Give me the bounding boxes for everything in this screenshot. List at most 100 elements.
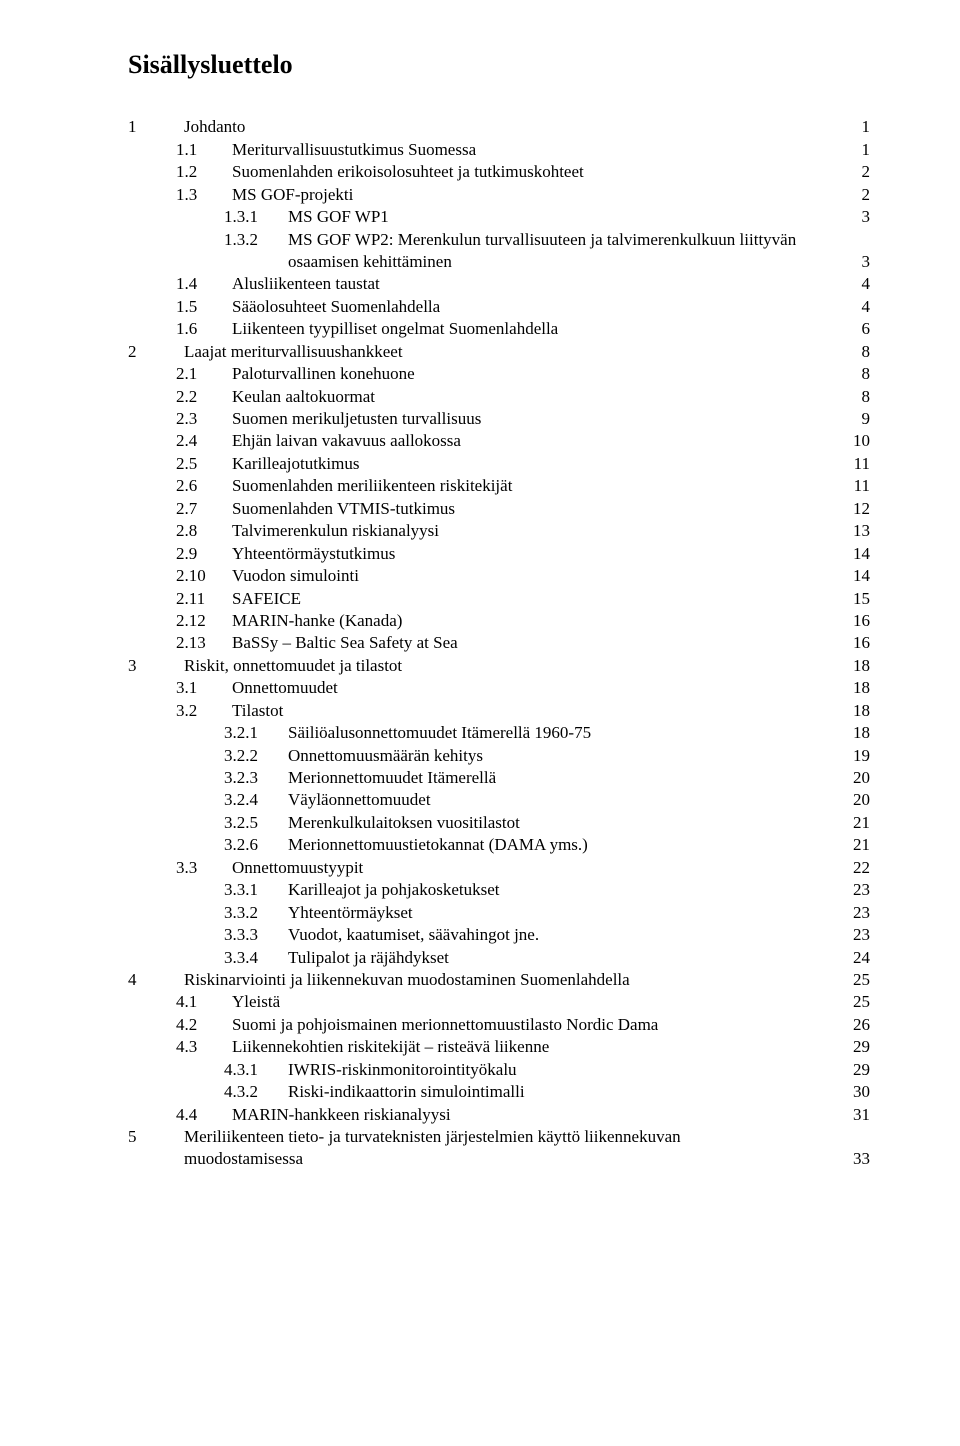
toc-entry-label: Riskit, onnettomuudet ja tilastot [184, 655, 402, 677]
toc-entry-label: Meriturvallisuustutkimus Suomessa [232, 139, 476, 161]
toc-entry-page: 23 [842, 879, 870, 901]
toc-entry-label: Vuodot, kaatumiset, säävahingot jne. [288, 924, 539, 946]
toc-entry-page: 16 [842, 610, 870, 632]
toc-entry-page: 12 [842, 498, 870, 520]
toc-entry-page: 24 [842, 947, 870, 969]
toc-entry-label: Yleistä [232, 991, 280, 1013]
toc-entry-label: Väyläonnettomuudet [288, 789, 431, 811]
toc-list: 1Johdanto11.1Meriturvallisuustutkimus Su… [128, 116, 870, 1171]
toc-row: 4.4MARIN-hankkeen riskianalyysi31 [128, 1104, 870, 1126]
toc-row: 1.4Alusliikenteen taustat4 [128, 273, 870, 295]
toc-entry-label: Ehjän laivan vakavuus aallokossa [232, 430, 461, 452]
toc-entry-label: Riskinarviointi ja liikennekuvan muodost… [184, 969, 630, 991]
toc-entry-number: 3.3.2 [224, 902, 288, 924]
toc-entry-page: 14 [842, 543, 870, 565]
toc-row: 1.6Liikenteen tyypilliset ongelmat Suome… [128, 318, 870, 340]
toc-entry-number: 4.3.2 [224, 1081, 288, 1103]
toc-entry-page: 10 [842, 430, 870, 452]
toc-entry-number: 2.13 [176, 632, 232, 654]
toc-row: 3.2Tilastot18 [128, 700, 870, 722]
toc-entry-page: 11 [842, 475, 870, 497]
toc-entry-label: Säiliöalusonnettomuudet Itämerellä 1960-… [288, 722, 591, 744]
toc-entry-number: 2.2 [176, 386, 232, 408]
toc-row: 3.2.6Merionnettomuustietokannat (DAMA ym… [128, 834, 870, 856]
toc-entry-number: 2.5 [176, 453, 232, 475]
toc-entry-page: 14 [842, 565, 870, 587]
toc-entry-label-cont: muodostamisessa [184, 1148, 303, 1170]
toc-entry-label: Onnettomuustyypit [232, 857, 363, 879]
toc-entry-label: Liikennekohtien riskitekijät – risteävä … [232, 1036, 549, 1058]
toc-entry-label: Alusliikenteen taustat [232, 273, 380, 295]
toc-entry-page: 18 [842, 655, 870, 677]
toc-entry-page: 22 [842, 857, 870, 879]
toc-row: 2.7Suomenlahden VTMIS-tutkimus12 [128, 498, 870, 520]
toc-row: 3.2.5Merenkulkulaitoksen vuositilastot21 [128, 812, 870, 834]
toc-entry-number: 5 [128, 1126, 184, 1148]
toc-row: 1.3.1MS GOF WP13 [128, 206, 870, 228]
toc-entry-label: Keulan aaltokuormat [232, 386, 375, 408]
toc-row: 1.2Suomenlahden erikoisolosuhteet ja tut… [128, 161, 870, 183]
toc-entry-page: 6 [842, 318, 870, 340]
toc-entry-number: 1.1 [176, 139, 232, 161]
toc-row: 2.9Yhteentörmäystutkimus14 [128, 543, 870, 565]
toc-row-continuation: osaamisen kehittäminen3 [128, 251, 870, 273]
toc-row: 3.3.4Tulipalot ja räjähdykset 24 [128, 947, 870, 969]
toc-entry-label: Suomenlahden meriliikenteen riskitekijät [232, 475, 512, 497]
toc-entry-label: Paloturvallinen konehuone [232, 363, 415, 385]
toc-entry-page: 13 [842, 520, 870, 542]
toc-entry-number: 3.3.4 [224, 947, 288, 969]
toc-entry-label: Suomen merikuljetusten turvallisuus [232, 408, 481, 430]
toc-row: 4.3.2Riski-indikaattorin simulointimalli… [128, 1081, 870, 1103]
toc-entry-number: 3.2.3 [224, 767, 288, 789]
toc-row: 3.3.2Yhteentörmäykset23 [128, 902, 870, 924]
toc-row: 2.8Talvimerenkulun riskianalyysi 13 [128, 520, 870, 542]
toc-entry-page: 3 [842, 206, 870, 228]
toc-entry-label: Suomenlahden erikoisolosuhteet ja tutkim… [232, 161, 584, 183]
toc-entry-page: 8 [842, 341, 870, 363]
toc-entry-page: 33 [842, 1148, 870, 1170]
toc-entry-page: 4 [842, 296, 870, 318]
toc-entry-label: MARIN-hanke (Kanada) [232, 610, 402, 632]
toc-entry-number: 2.4 [176, 430, 232, 452]
toc-entry-page: 8 [842, 363, 870, 385]
toc-row-continuation: muodostamisessa 33 [128, 1148, 870, 1170]
toc-entry-number: 3.3 [176, 857, 232, 879]
toc-row: 2.4Ehjän laivan vakavuus aallokossa 10 [128, 430, 870, 452]
toc-entry-label: Suomi ja pohjoismainen merionnettomuusti… [232, 1014, 658, 1036]
toc-row: 1.3MS GOF-projekti2 [128, 184, 870, 206]
toc-entry-number: 3 [128, 655, 184, 677]
toc-entry-label: MARIN-hankkeen riskianalyysi [232, 1104, 451, 1126]
toc-entry-page: 1 [842, 139, 870, 161]
toc-entry-label: Talvimerenkulun riskianalyysi [232, 520, 439, 542]
toc-entry-number: 3.3.1 [224, 879, 288, 901]
toc-row: 3.3.3Vuodot, kaatumiset, säävahingot jne… [128, 924, 870, 946]
toc-entry-number: 4.2 [176, 1014, 232, 1036]
toc-row: 3Riskit, onnettomuudet ja tilastot 18 [128, 655, 870, 677]
toc-entry-label: MS GOF WP2: Merenkulun turvallisuuteen j… [288, 229, 870, 251]
toc-row: 4Riskinarviointi ja liikennekuvan muodos… [128, 969, 870, 991]
toc-entry-number: 2.12 [176, 610, 232, 632]
toc-entry-number: 1.6 [176, 318, 232, 340]
toc-entry-number: 3.3.3 [224, 924, 288, 946]
toc-entry-label: Tulipalot ja räjähdykset [288, 947, 449, 969]
toc-entry-number: 4.3.1 [224, 1059, 288, 1081]
toc-entry-page: 21 [842, 834, 870, 856]
toc-entry-number: 3.2.4 [224, 789, 288, 811]
toc-entry-label: Onnettomuusmäärän kehitys [288, 745, 483, 767]
toc-row: 3.2.3Merionnettomuudet Itämerellä20 [128, 767, 870, 789]
toc-row: 3.1Onnettomuudet18 [128, 677, 870, 699]
toc-entry-label: Suomenlahden VTMIS-tutkimus [232, 498, 455, 520]
toc-entry-label: Merenkulkulaitoksen vuositilastot [288, 812, 520, 834]
toc-row: 4.3.1IWRIS-riskinmonitorointityökalu29 [128, 1059, 870, 1081]
toc-entry-label: Yhteentörmäystutkimus [232, 543, 395, 565]
toc-entry-number: 2.11 [176, 588, 232, 610]
toc-entry-page: 3 [842, 251, 870, 273]
toc-entry-page: 11 [842, 453, 870, 475]
toc-entry-page: 31 [842, 1104, 870, 1126]
toc-row: 2.3Suomen merikuljetusten turvallisuus9 [128, 408, 870, 430]
toc-entry-number: 3.2.6 [224, 834, 288, 856]
toc-entry-page: 20 [842, 789, 870, 811]
toc-entry-label: Laajat meriturvallisuushankkeet [184, 341, 403, 363]
toc-row: 5Meriliikenteen tieto- ja turvateknisten… [128, 1126, 870, 1148]
toc-entry-number: 2.8 [176, 520, 232, 542]
